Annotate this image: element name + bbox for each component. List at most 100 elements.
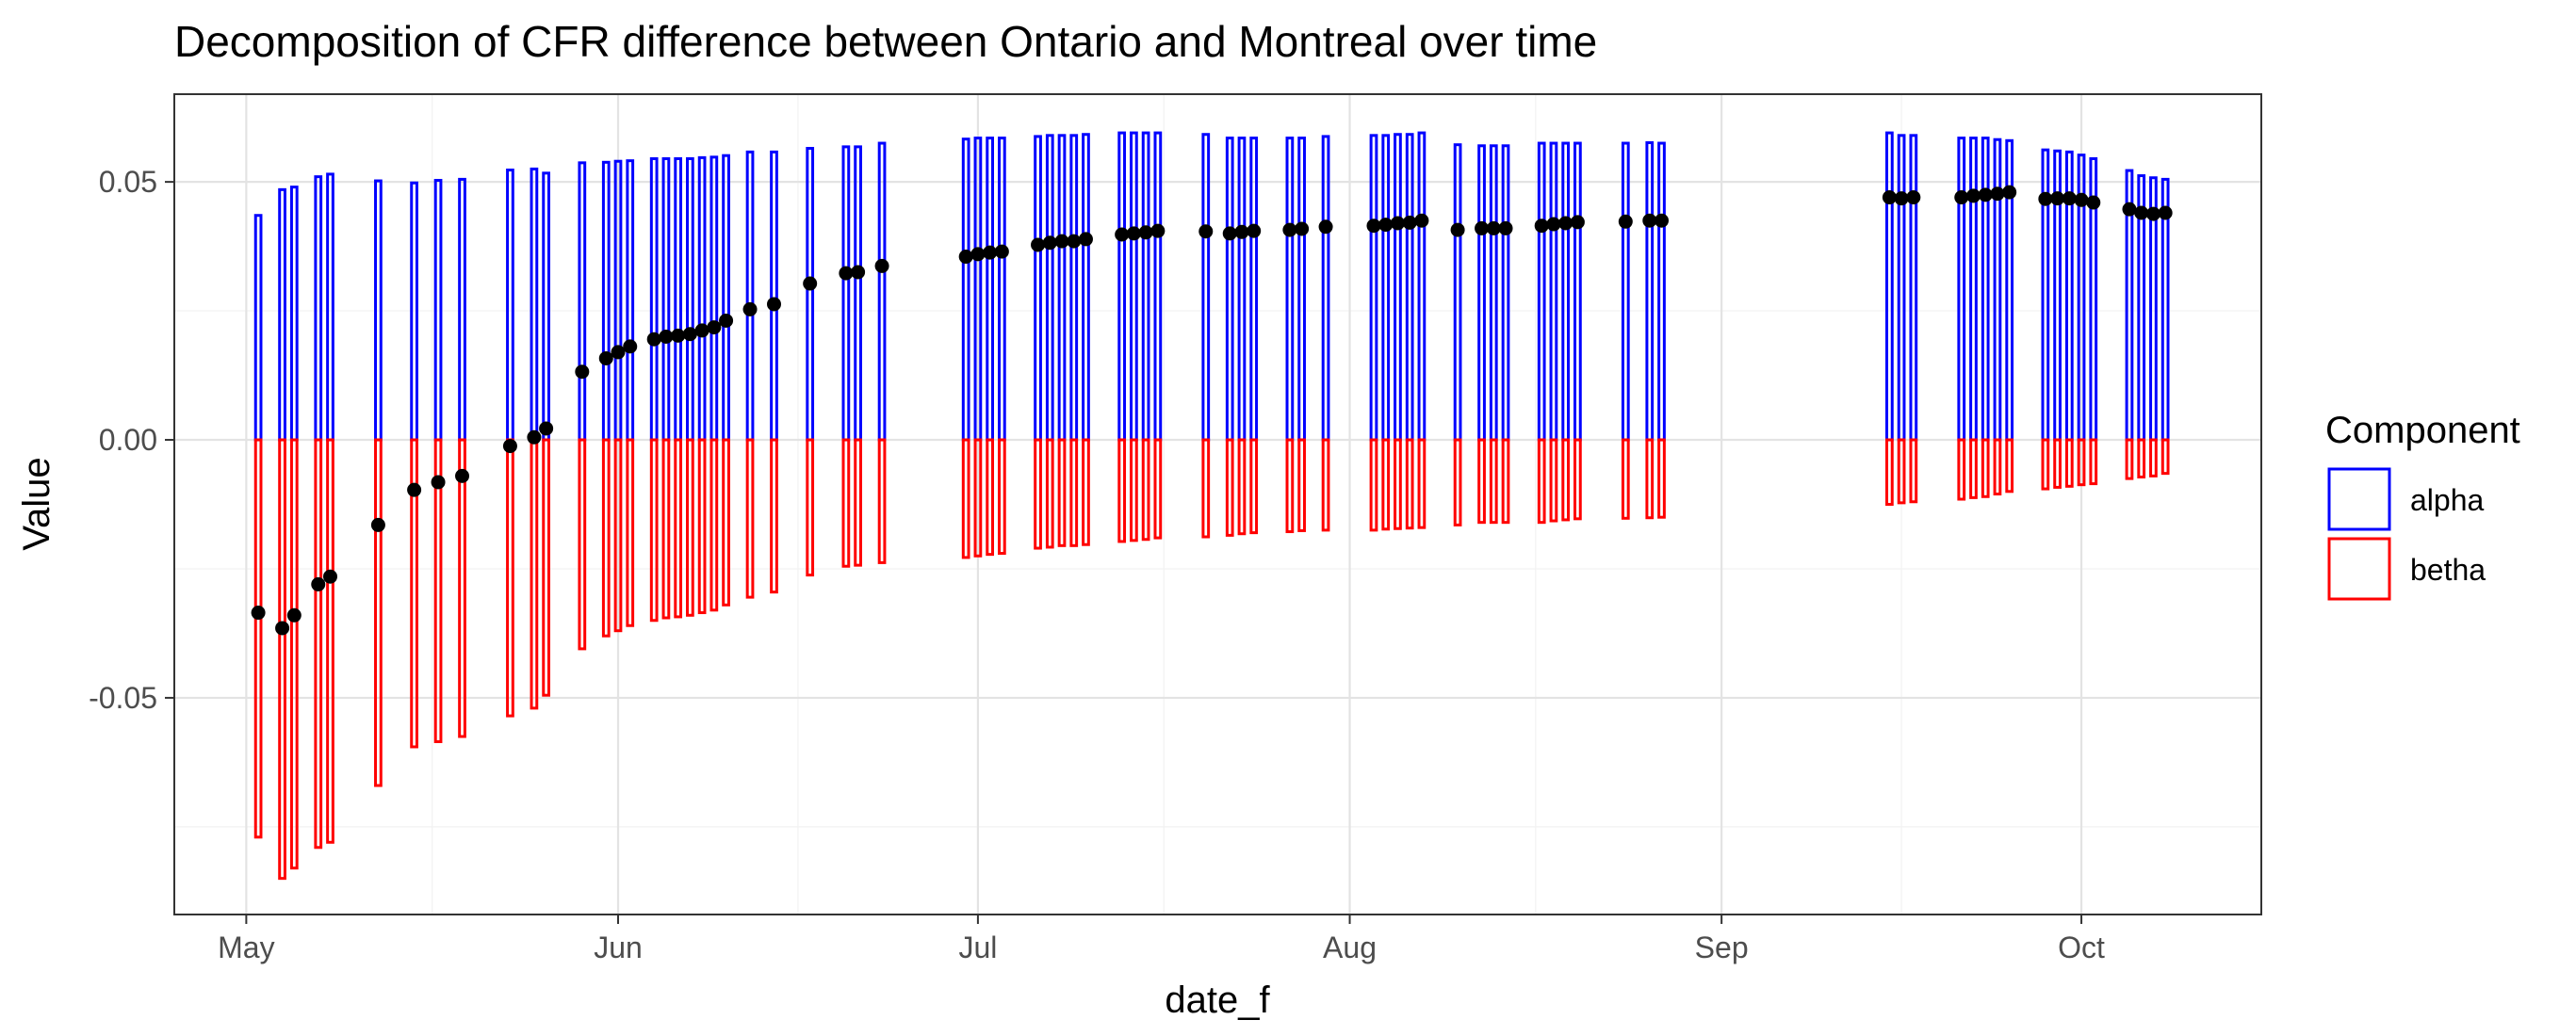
- bar-betha: [1405, 438, 1414, 530]
- data-point: [719, 313, 734, 328]
- data-point: [958, 250, 973, 265]
- bar-betha: [661, 438, 671, 620]
- data-point: [1198, 224, 1214, 239]
- data-point: [2002, 185, 2017, 200]
- data-point: [1558, 216, 1573, 231]
- data-point: [707, 320, 722, 335]
- bar-betha: [253, 438, 263, 839]
- bar-betha: [1117, 438, 1127, 543]
- bar-betha: [745, 438, 755, 599]
- bar-betha: [1034, 438, 1042, 550]
- bar-betha: [1573, 438, 1582, 521]
- chart-title: Decomposition of CFR difference between …: [174, 17, 1597, 66]
- data-point: [431, 475, 446, 490]
- data-point: [994, 244, 1009, 259]
- data-point: [502, 439, 517, 454]
- bar-betha: [1969, 438, 1978, 499]
- data-point: [983, 245, 998, 260]
- bar-betha: [1225, 438, 1234, 537]
- bars: [253, 131, 2170, 881]
- bar-betha: [1489, 438, 1498, 525]
- data-point: [766, 297, 781, 312]
- bar-betha: [289, 438, 299, 870]
- data-point: [671, 328, 686, 343]
- bar-betha: [2125, 438, 2134, 480]
- data-point: [1498, 220, 1513, 235]
- data-point: [275, 621, 290, 636]
- data-point: [1115, 227, 1130, 242]
- legend: Component alpha betha: [2325, 410, 2520, 601]
- x-axis-title: date_f: [1165, 979, 1270, 1021]
- data-point: [1642, 213, 1657, 228]
- data-point: [311, 576, 326, 591]
- data-point: [1534, 219, 1549, 234]
- bar-betha: [1321, 438, 1330, 532]
- data-point: [659, 329, 674, 344]
- data-point: [682, 327, 697, 342]
- data-point: [598, 350, 613, 365]
- bar-betha: [578, 438, 587, 651]
- data-point: [1078, 232, 1093, 247]
- data-point: [1486, 220, 1501, 235]
- data-point: [1366, 219, 1381, 234]
- bar-betha: [961, 438, 970, 559]
- bar-betha: [770, 438, 778, 594]
- data-point: [742, 301, 758, 316]
- plot-border: [173, 93, 2262, 915]
- x-tick-label: Oct: [2058, 931, 2105, 964]
- bar-betha: [877, 438, 887, 564]
- bar-betha: [709, 438, 719, 612]
- bar-betha: [686, 438, 694, 617]
- bar-betha: [1285, 438, 1295, 534]
- data-point: [455, 468, 470, 483]
- data-point: [970, 247, 986, 262]
- bar-betha: [1297, 438, 1306, 532]
- data-point: [1126, 226, 1141, 241]
- data-point: [851, 265, 866, 280]
- data-point: [370, 517, 385, 532]
- bar-betha: [458, 438, 466, 738]
- bar-betha: [841, 438, 851, 568]
- data-point: [1247, 223, 1262, 238]
- bar-betha: [1057, 438, 1067, 547]
- data-point: [1054, 234, 1069, 249]
- data-point: [1990, 186, 2005, 202]
- data-point: [2158, 205, 2173, 220]
- data-point: [2145, 206, 2160, 221]
- data-point: [2062, 191, 2077, 206]
- data-point: [1295, 221, 1310, 236]
- data-point: [407, 482, 422, 497]
- bar-betha: [854, 438, 862, 567]
- grid-major: [174, 94, 2261, 915]
- bar-betha: [2041, 438, 2050, 491]
- data-point: [1570, 215, 1585, 230]
- data-point: [2134, 205, 2149, 220]
- bar-betha: [314, 438, 323, 850]
- legend-key-betha: [2327, 537, 2391, 601]
- data-point: [1150, 223, 1166, 238]
- y-tick-label: 0.00: [99, 423, 157, 457]
- data-point: [2086, 195, 2101, 210]
- data-point: [1414, 213, 1429, 228]
- data-point: [1067, 234, 1082, 249]
- data-point: [874, 258, 889, 273]
- y-tick-label: 0.05: [99, 165, 157, 199]
- bar-betha: [1885, 438, 1894, 506]
- data-point: [1390, 216, 1405, 231]
- data-point: [1618, 214, 1633, 229]
- data-point: [2050, 191, 2065, 206]
- bar-betha: [1045, 438, 1054, 549]
- bar-betha: [2005, 438, 2014, 494]
- data-point: [286, 607, 302, 623]
- bar-betha: [1453, 438, 1462, 526]
- bar-betha: [1621, 438, 1630, 520]
- bar-betha: [2053, 438, 2062, 489]
- bar-betha: [2149, 438, 2158, 478]
- bar-betha: [374, 438, 383, 787]
- data-point: [1954, 190, 1969, 205]
- bar-betha: [1153, 438, 1163, 540]
- bar-betha: [1201, 438, 1211, 539]
- legend-key-alpha: [2327, 467, 2391, 531]
- bar-betha: [1237, 438, 1247, 536]
